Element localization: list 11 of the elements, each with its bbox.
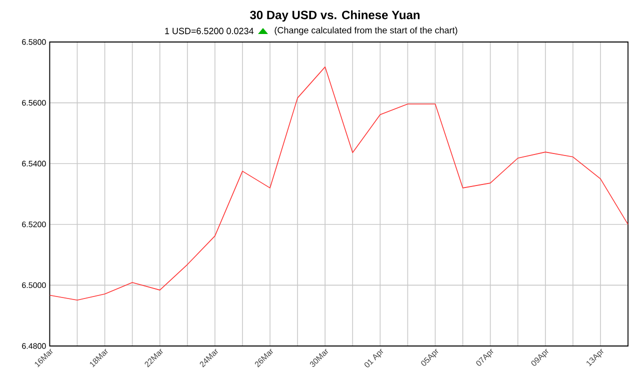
y-tick-label: 6.5000: [22, 282, 46, 288]
y-tick-label: 6.5400: [22, 160, 46, 166]
text: (Change calculated from the start of the chart): [274, 26, 458, 36]
chart-title: 30 Day USD vs. Chinese Yuan: [250, 10, 420, 22]
y-tick-label: 6.5200: [22, 222, 46, 228]
y-tick-label: 6.4800: [22, 343, 46, 349]
line-series: [50, 66, 628, 300]
chart-subtitle: 1 USD=6.5200 0.0234: [165, 28, 254, 34]
y-tick-label: 6.5800: [22, 39, 46, 45]
y-tick-label: 6.5600: [22, 100, 46, 106]
x-tick-label: 01 Apr: [364, 348, 384, 368]
